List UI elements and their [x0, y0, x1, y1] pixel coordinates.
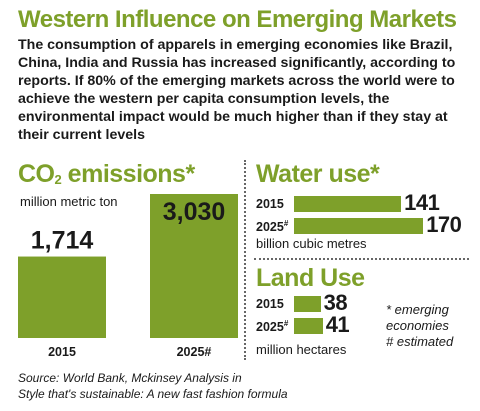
land-unit: million hectares — [256, 342, 347, 357]
co2-bar-1 — [150, 194, 238, 338]
intro-paragraph: The consumption of apparels in emerging … — [18, 37, 456, 143]
water-title: Water use* — [256, 160, 380, 188]
co2-chart: 1,714 2015 3,030 2025# — [18, 194, 238, 359]
water-category-label: 2015 — [256, 197, 284, 211]
co2-title-main: CO — [18, 160, 55, 188]
footnote: * emerging economies # estimated — [386, 302, 476, 350]
water-value-label: 170 — [426, 212, 462, 237]
land-category-label: 2015 — [256, 297, 284, 311]
source-line: Style that's sustainable: A new fast fas… — [18, 387, 288, 401]
co2-category-label: 2015 — [48, 345, 76, 359]
water-bar-0 — [294, 196, 402, 212]
co2-title: CO2 emissions* — [18, 160, 195, 189]
co2-category-label: 2025# — [177, 345, 212, 359]
land-category-label: 2025# — [256, 319, 289, 335]
co2-title-rest: emissions* — [61, 160, 196, 188]
land-value-label: 38 — [323, 290, 348, 315]
water-bar-1 — [294, 218, 424, 234]
footnote-line: # estimated — [386, 334, 454, 349]
land-bar-0 — [294, 296, 321, 312]
co2-value-label: 1,714 — [31, 227, 94, 255]
water-unit: billion cubic metres — [256, 236, 367, 251]
co2-value-label: 3,030 — [163, 198, 226, 226]
land-bar-1 — [294, 318, 323, 334]
co2-unit: million metric ton — [20, 194, 118, 209]
co2-title-sub: 2 — [54, 172, 62, 187]
footnote-line: economies — [386, 318, 449, 333]
footnote-line: * emerging — [386, 302, 449, 317]
estimate-mark: # — [283, 219, 289, 228]
co2-bar-0 — [18, 256, 106, 338]
source-line: Source: World Bank, Mckinsey Analysis in — [18, 371, 242, 385]
section-divider-horizontal — [254, 258, 469, 260]
water-value-label: 141 — [404, 190, 440, 215]
section-divider — [244, 160, 246, 360]
page-title: Western Influence on Emerging Markets — [18, 6, 457, 33]
estimate-mark: # — [283, 319, 289, 328]
land-value-label: 41 — [325, 312, 350, 337]
land-title: Land Use — [256, 264, 365, 292]
water-category-label: 2025# — [256, 219, 289, 235]
source-note: Source: World Bank, Mckinsey Analysis in… — [18, 370, 398, 402]
